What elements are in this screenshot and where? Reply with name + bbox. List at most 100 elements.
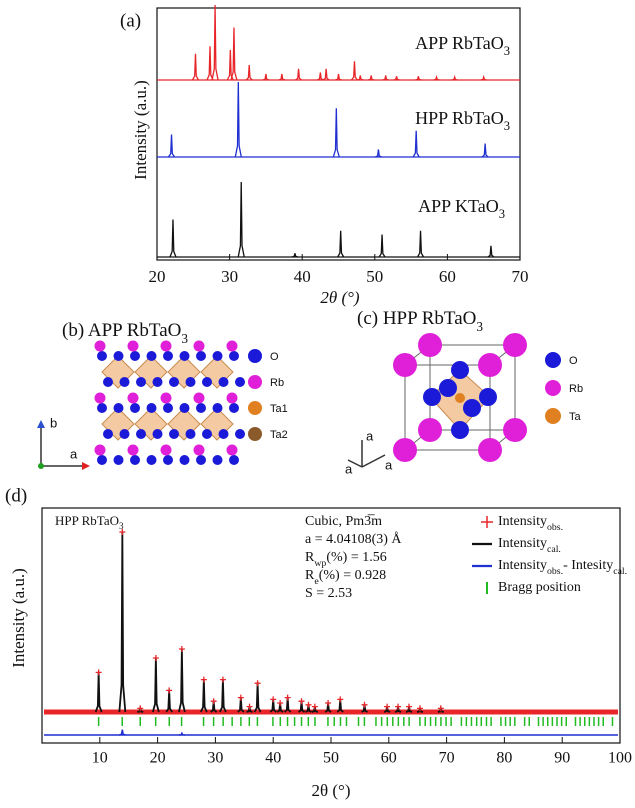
atom-o <box>219 377 229 387</box>
legend-swatch <box>248 427 262 441</box>
atom-rb <box>503 418 527 442</box>
figure: (a)Intensity (a.u.)2θ (°)203040506070APP… <box>0 0 635 808</box>
obs-marker <box>337 696 343 702</box>
x-tick-label: 70 <box>439 750 455 767</box>
obs-marker <box>406 704 412 710</box>
x-tick-label: 90 <box>554 750 570 767</box>
arrow-head <box>82 462 90 470</box>
y-axis-label: Intensity (a.u.) <box>131 80 150 180</box>
legend-swatch <box>248 349 262 363</box>
legend-label-part: Intensity <box>498 514 547 529</box>
annotation-part: wp <box>314 558 326 569</box>
annotation: Rwp(%) = 1.56 <box>305 550 387 569</box>
annotation-part: a = 4.04108(3) Å <box>305 531 402 547</box>
obs-marker <box>312 704 318 710</box>
atom-o <box>229 351 239 361</box>
legend-label: Bragg position <box>498 580 581 595</box>
legend-label: O <box>569 355 578 367</box>
obs-marker <box>285 695 291 701</box>
obs-marker <box>277 700 283 706</box>
peak <box>235 82 241 157</box>
peak <box>212 5 218 80</box>
peak <box>220 680 226 712</box>
atom-o <box>163 455 173 465</box>
obs-marker <box>96 669 102 675</box>
atom-o <box>180 403 190 413</box>
atom-rb <box>393 353 417 377</box>
atom-o <box>213 455 223 465</box>
atom-rb <box>393 438 417 462</box>
obs-marker <box>220 677 226 683</box>
atom-rb <box>161 393 172 404</box>
atom-o <box>103 377 113 387</box>
legend-swatch <box>545 380 561 396</box>
x-tick-label: 40 <box>265 750 281 767</box>
legend-label: Rb <box>270 377 284 389</box>
atom-o <box>147 455 157 465</box>
x-axis-label: 2θ (°) <box>311 781 350 800</box>
atom-o <box>169 429 179 439</box>
obs-marker <box>247 704 253 710</box>
atom-rb <box>194 445 205 456</box>
peak <box>368 76 374 81</box>
legend-label: Rb <box>569 383 583 395</box>
x-axis-label: 2θ (°) <box>320 288 360 307</box>
obs-marker <box>305 702 311 708</box>
peak <box>351 61 357 80</box>
atom-rb <box>418 333 442 357</box>
atom-rb <box>128 341 139 352</box>
atom-o <box>423 388 441 406</box>
peak <box>255 683 261 712</box>
atom-o <box>186 429 196 439</box>
axis-label: a <box>385 457 393 472</box>
legend-label-part: obs. <box>547 522 563 533</box>
peak <box>357 76 363 81</box>
atom-rb <box>161 341 172 352</box>
atom-o <box>103 429 113 439</box>
peak <box>231 28 237 81</box>
legend-label-part: cal. <box>613 566 627 577</box>
atom-o <box>130 403 140 413</box>
axis-label: a <box>70 446 78 461</box>
atom-o <box>153 429 163 439</box>
x-tick-label: 100 <box>608 750 632 767</box>
atom-o <box>451 421 469 439</box>
obs-marker <box>201 677 207 683</box>
peak <box>338 231 344 257</box>
x-tick-label: 50 <box>323 750 339 767</box>
obs-marker <box>255 680 261 686</box>
series-label-part: APP KTaO <box>418 196 499 216</box>
atom-o <box>213 403 223 413</box>
legend-swatch <box>248 375 262 389</box>
peak <box>323 69 329 80</box>
axis-label: b <box>50 415 57 430</box>
atom-o <box>114 403 124 413</box>
x-tick-label: 20 <box>149 267 166 286</box>
atom-o <box>120 377 130 387</box>
atom-o <box>213 351 223 361</box>
panel-title-part: (c) HPP RbTaO <box>357 308 476 329</box>
atom-rb <box>227 393 238 404</box>
legend-swatch <box>545 408 561 424</box>
atom-o <box>229 455 239 465</box>
axis-arrows <box>348 440 385 467</box>
atom-ta <box>455 393 465 403</box>
subtitle-part: HPP RbTaO <box>55 513 119 528</box>
legend-label: Ta2 <box>270 429 288 441</box>
atom-rb <box>418 418 442 442</box>
atom-rb <box>128 393 139 404</box>
obs-marker <box>179 646 185 652</box>
subtitle: HPP RbTaO3 <box>55 513 124 531</box>
peak <box>488 246 494 257</box>
annotation: a = 4.04108(3) Å <box>305 531 402 547</box>
obs-marker <box>166 687 172 693</box>
peak <box>170 220 176 258</box>
peak <box>192 54 198 80</box>
atom-o <box>235 377 245 387</box>
panel-title-part: (b) APP RbTaO <box>62 320 181 341</box>
obs-marker <box>270 696 276 702</box>
obs-marker <box>325 700 331 706</box>
obs-marker <box>395 704 401 710</box>
peak <box>96 672 102 712</box>
peak <box>375 150 381 158</box>
